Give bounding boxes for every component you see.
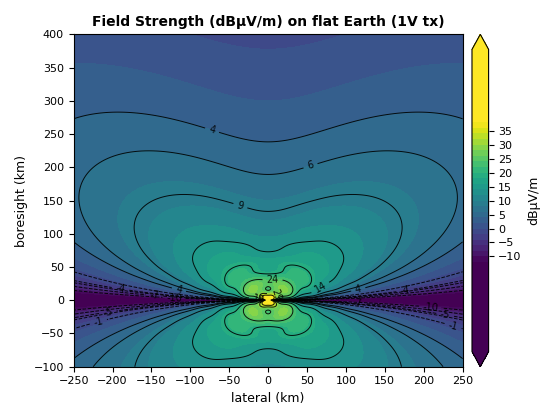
Y-axis label: dBμV/m: dBμV/m (528, 176, 540, 225)
Text: 14: 14 (312, 280, 328, 295)
Text: 24: 24 (266, 275, 279, 285)
PathPatch shape (472, 34, 489, 50)
X-axis label: lateral (km): lateral (km) (231, 392, 305, 405)
Text: -4: -4 (115, 284, 126, 294)
Text: 19: 19 (252, 293, 266, 306)
Text: -5: -5 (440, 309, 451, 320)
Title: Field Strength (dBμV/m) on flat Earth (1V tx): Field Strength (dBμV/m) on flat Earth (1… (92, 15, 445, 29)
Text: 9: 9 (236, 200, 245, 211)
Text: 4: 4 (354, 284, 362, 295)
Text: -10: -10 (166, 293, 182, 303)
Text: -4: -4 (400, 285, 410, 296)
PathPatch shape (472, 352, 489, 367)
Text: 4: 4 (175, 284, 183, 295)
Text: 29: 29 (270, 288, 283, 303)
Text: -5: -5 (102, 307, 113, 318)
Text: -1: -1 (92, 316, 104, 328)
Text: -7: -7 (352, 298, 362, 308)
Text: -10: -10 (422, 302, 438, 312)
Text: 4: 4 (208, 125, 216, 136)
Y-axis label: boresight (km): boresight (km) (15, 155, 28, 247)
Text: -1: -1 (447, 320, 459, 332)
Text: -7: -7 (150, 290, 160, 301)
Text: 6: 6 (306, 160, 315, 171)
